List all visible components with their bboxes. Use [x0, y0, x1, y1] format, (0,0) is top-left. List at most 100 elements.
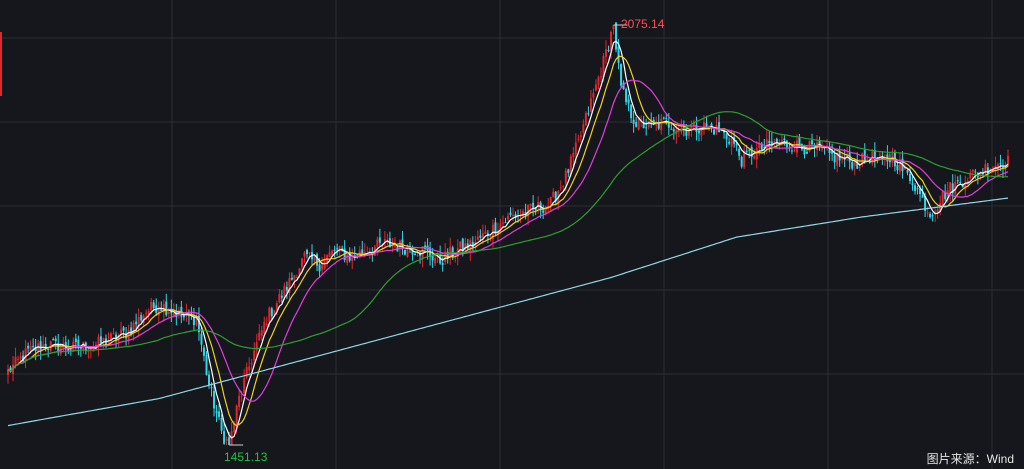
candle-body — [984, 164, 987, 172]
candle-body — [318, 264, 321, 272]
candle-body — [785, 140, 788, 147]
candle-body — [705, 123, 708, 128]
candle-body — [635, 122, 638, 127]
candle-body — [303, 252, 306, 257]
candle-body — [298, 268, 301, 275]
candle-body — [866, 158, 869, 160]
candle-body — [160, 308, 163, 311]
candle-body — [265, 324, 268, 326]
candle-body — [346, 254, 349, 263]
candle-body — [459, 241, 462, 248]
candle-body — [878, 154, 881, 156]
candle-body — [831, 150, 834, 154]
candle-body — [946, 190, 949, 200]
candle-body — [288, 278, 291, 293]
candle-body — [9, 367, 12, 373]
candle-body — [637, 117, 640, 130]
candle-body — [594, 84, 597, 91]
candle-body — [449, 246, 452, 258]
candle-body — [308, 252, 311, 254]
candle-body — [579, 135, 582, 138]
candle-body — [208, 374, 211, 386]
candle-body — [223, 431, 226, 444]
candle-body — [39, 341, 42, 352]
candle-body — [205, 355, 208, 375]
candle-body — [811, 140, 814, 145]
candle-body — [903, 166, 906, 170]
candle-body — [509, 212, 512, 216]
candle-body — [589, 98, 592, 112]
candle-body — [393, 245, 396, 247]
candle-body — [361, 249, 364, 255]
candle-body — [660, 118, 663, 131]
candle-body — [597, 77, 600, 86]
candle-body — [140, 315, 143, 321]
candle-body — [783, 138, 786, 141]
candle-body — [152, 302, 155, 309]
candle-body — [260, 330, 263, 337]
candle-body — [790, 150, 793, 152]
candle-body — [167, 312, 170, 314]
candle-body — [898, 161, 901, 172]
candle-body — [107, 340, 110, 344]
candle-body — [59, 347, 62, 355]
candle-body — [574, 142, 577, 155]
candle-body — [896, 165, 899, 171]
candle-body — [562, 185, 565, 187]
candle-body — [821, 148, 824, 150]
candle-body — [328, 252, 331, 258]
candle-body — [632, 119, 635, 124]
candle-body — [720, 130, 723, 132]
candle-body — [469, 240, 472, 252]
candle-body — [293, 275, 296, 280]
candle-body — [743, 150, 746, 168]
candle-body — [383, 239, 386, 242]
candle-body — [280, 295, 283, 298]
candle-body — [552, 191, 555, 198]
candle-body — [670, 128, 673, 130]
candle-body — [564, 170, 567, 184]
candle-body — [936, 209, 939, 213]
candle-body — [765, 139, 768, 151]
candle-body — [24, 348, 27, 362]
candle-body — [471, 242, 474, 247]
candle-body — [961, 185, 964, 188]
candle-body — [87, 350, 90, 352]
candle-body — [813, 144, 816, 148]
candle-body — [828, 147, 831, 154]
candle-body — [1007, 155, 1009, 166]
candle-body — [52, 338, 55, 341]
candle-body — [321, 265, 324, 270]
candle-body — [625, 88, 628, 103]
candle-body — [695, 124, 698, 132]
candle-body — [496, 230, 499, 236]
candle-body — [112, 333, 115, 335]
candle-body — [969, 172, 972, 179]
candle-body — [542, 210, 545, 213]
candle-body — [537, 201, 540, 208]
candle-body — [856, 159, 859, 169]
candle-body — [243, 378, 246, 394]
candle-body — [612, 25, 615, 30]
candle-body — [233, 423, 236, 433]
candle-body — [919, 188, 922, 195]
candle-body — [863, 150, 866, 161]
candle-body — [333, 249, 336, 251]
candle-body — [527, 204, 530, 217]
candle-body — [662, 117, 665, 119]
candle-body — [416, 255, 419, 257]
candle-body — [833, 154, 836, 163]
candle-body — [441, 262, 444, 265]
candle-body — [959, 181, 962, 183]
candle-body — [74, 338, 77, 343]
ma20-line — [7, 79, 1009, 402]
candle-body — [851, 162, 854, 169]
candle-body — [755, 148, 758, 160]
candle-body — [617, 46, 620, 63]
candle-body — [431, 255, 434, 261]
candle-body — [710, 123, 713, 128]
candles — [7, 22, 1009, 445]
candle-body — [587, 113, 590, 115]
candle-body — [27, 345, 30, 349]
candle-body — [687, 131, 690, 136]
